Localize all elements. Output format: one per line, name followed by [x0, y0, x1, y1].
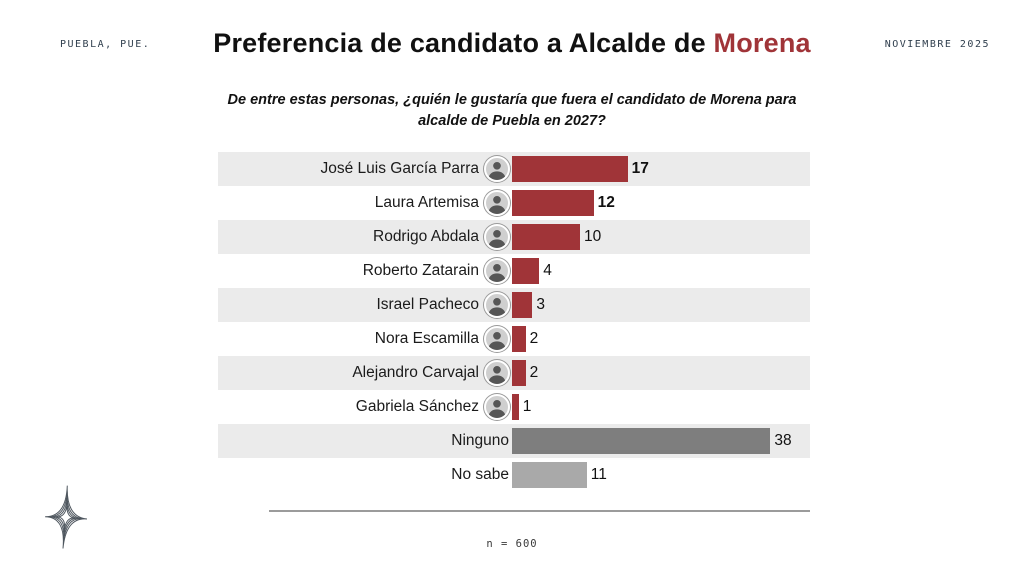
- row-bar-zone: 2: [512, 326, 810, 352]
- row-label-zone: Alejandro Carvajal: [218, 360, 512, 386]
- chart-row: Roberto Zatarain 4: [218, 254, 810, 288]
- header-date: NOVIEMBRE 2025: [884, 39, 990, 50]
- category-label: Israel Pacheco: [376, 296, 479, 313]
- value-bar: [512, 292, 533, 318]
- value-bar: [512, 462, 587, 488]
- sparkle-logo-icon: [45, 485, 88, 549]
- row-label-zone: Laura Artemisa: [218, 190, 512, 216]
- value-bar: [512, 326, 526, 352]
- row-bar-zone: 4: [512, 258, 810, 284]
- chart-rows: José Luis García Parra 17 Laura Artemisa …: [218, 152, 810, 492]
- row-bar-zone: 2: [512, 360, 810, 386]
- person-silhouette-icon: [488, 297, 506, 316]
- row-bar-zone: 1: [512, 394, 810, 420]
- category-label: Nora Escamilla: [374, 330, 479, 347]
- chart-row: Alejandro Carvajal 2: [218, 356, 810, 390]
- category-label: Roberto Zatarain: [362, 262, 479, 279]
- value-label: 3: [536, 296, 546, 313]
- row-label-zone: Nora Escamilla: [218, 326, 512, 352]
- footer-divider: [269, 510, 810, 512]
- person-silhouette-icon: [488, 195, 506, 214]
- value-label: 4: [543, 262, 552, 279]
- row-label-zone: José Luis García Parra: [218, 156, 512, 182]
- row-label-zone: Roberto Zatarain: [218, 258, 512, 284]
- category-label: Ninguno: [451, 432, 509, 449]
- candidate-avatar: [484, 258, 510, 284]
- bar-chart: José Luis García Parra 17 Laura Artemisa …: [218, 152, 810, 492]
- value-label: 2: [529, 330, 539, 347]
- category-label: Laura Artemisa: [374, 194, 479, 211]
- page-title: Preferencia de candidato a Alcalde de Mo…: [0, 28, 1024, 59]
- category-label: No sabe: [451, 466, 509, 483]
- value-label: 1: [522, 398, 532, 415]
- chart-row: Laura Artemisa 12: [218, 186, 810, 220]
- candidate-avatar: [484, 394, 510, 420]
- value-label: 11: [590, 466, 607, 483]
- row-label-zone: Ninguno: [218, 432, 512, 450]
- value-bar: [512, 360, 526, 386]
- value-label: 38: [774, 432, 792, 449]
- row-label-zone: Gabriela Sánchez: [218, 394, 512, 420]
- category-label: Rodrigo Abdala: [373, 228, 479, 245]
- person-silhouette-icon: [488, 399, 506, 418]
- category-label: José Luis García Parra: [320, 160, 479, 177]
- value-bar: [512, 224, 580, 250]
- category-label: Gabriela Sánchez: [355, 398, 479, 415]
- survey-question: De entre estas personas, ¿quién le gusta…: [227, 92, 797, 129]
- row-bar-zone: 38: [512, 428, 810, 454]
- sample-size: n = 600: [486, 538, 538, 550]
- row-bar-zone: 17: [512, 156, 810, 182]
- person-silhouette-icon: [488, 161, 506, 180]
- row-bar-zone: 11: [512, 462, 810, 488]
- chart-row: Ninguno 38: [218, 424, 810, 458]
- chart-row: Rodrigo Abdala 10: [218, 220, 810, 254]
- row-bar-zone: 3: [512, 292, 810, 318]
- value-bar: [512, 258, 540, 284]
- value-label: 2: [529, 364, 539, 381]
- person-silhouette-icon: [488, 229, 506, 248]
- value-bar: [512, 394, 519, 420]
- chart-row: Israel Pacheco 3: [218, 288, 810, 322]
- chart-row: José Luis García Parra 17: [218, 152, 810, 186]
- header-location: PUEBLA, PUE.: [60, 39, 151, 50]
- category-label: Alejandro Carvajal: [352, 364, 479, 381]
- title-accent: Morena: [713, 28, 811, 58]
- person-silhouette-icon: [488, 365, 506, 384]
- value-bar: [512, 156, 628, 182]
- page-title-prefix: Preferencia de candidato a Alcalde de: [213, 28, 714, 58]
- row-bar-zone: 10: [512, 224, 810, 250]
- value-label: 17: [631, 160, 649, 177]
- chart-row: Nora Escamilla 2: [218, 322, 810, 356]
- candidate-avatar: [484, 326, 510, 352]
- candidate-avatar: [484, 360, 510, 386]
- person-silhouette-icon: [488, 331, 506, 350]
- chart-row: Gabriela Sánchez 1: [218, 390, 810, 424]
- person-silhouette-icon: [488, 263, 506, 282]
- value-label: 12: [597, 194, 615, 211]
- value-bar: [512, 428, 771, 454]
- row-label-zone: No sabe: [218, 466, 512, 484]
- candidate-avatar: [484, 190, 510, 216]
- row-label-zone: Rodrigo Abdala: [218, 224, 512, 250]
- row-label-zone: Israel Pacheco: [218, 292, 512, 318]
- row-bar-zone: 12: [512, 190, 810, 216]
- candidate-avatar: [484, 224, 510, 250]
- value-label: 10: [584, 228, 602, 245]
- value-bar: [512, 190, 594, 216]
- candidate-avatar: [484, 292, 510, 318]
- chart-row: No sabe 11: [218, 458, 810, 492]
- candidate-avatar: [484, 156, 510, 182]
